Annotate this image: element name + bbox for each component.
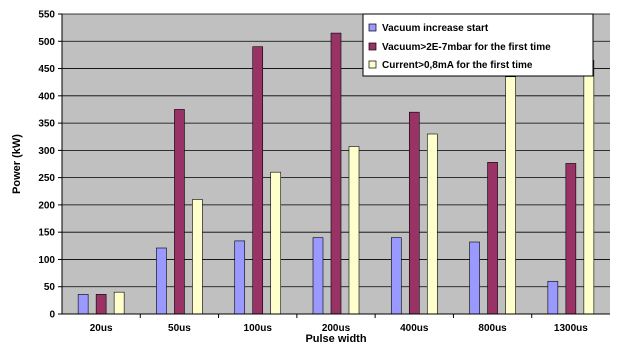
legend-swatch-3 [368,60,377,69]
bar-20us-series-2 [95,294,107,315]
y-tick-label: 400 [38,91,55,102]
y-tick-label: 450 [38,64,55,75]
y-tick-label: 200 [38,200,55,211]
y-tick-label: 300 [38,146,55,157]
y-tick-label: 150 [38,228,55,239]
x-tick-label: 200us [322,323,351,334]
bar-200us-series-2 [330,32,342,315]
bar-20us-series-3 [113,291,125,315]
y-tick-label: 100 [38,255,55,266]
bar-1300us-series-2 [565,163,577,315]
x-tick-label: 1300us [554,323,588,334]
x-tick-label: 100us [244,323,273,334]
bars [77,32,595,315]
bar-100us-series-3 [270,171,282,315]
bar-400us-series-2 [408,111,420,315]
bar-1300us-series-3 [583,60,595,315]
bar-800us-series-1 [469,241,480,315]
y-tick-label: 50 [44,282,56,293]
y-tick-label: 550 [38,10,55,21]
y-tick-label: 250 [38,173,55,184]
x-tick-labels: 20us 50us 100us 200us 400us 800us 1300us [90,314,588,334]
y-tick-label: 0 [49,310,55,321]
bar-100us-series-2 [252,46,264,315]
legend-swatch-1 [368,23,377,32]
x-tick-label: 20us [90,323,113,334]
bar-400us-series-1 [390,237,402,315]
bar-50us-series-1 [156,247,167,315]
x-tick-label: 800us [478,323,507,334]
x-axis-title: Pulse width [305,333,366,345]
bar-400us-series-3 [426,133,438,315]
bar-200us-series-1 [312,237,324,315]
bar-1300us-series-1 [547,280,559,315]
bar-200us-series-3 [348,146,360,315]
bar-800us-series-3 [505,76,516,315]
bar-50us-series-3 [192,199,203,315]
x-tick-label: 400us [400,323,429,334]
bar-800us-series-2 [487,162,498,315]
legend-label-3: Current>0,8mA for the first time [382,60,533,71]
legend-label-1: Vacuum increase start [382,23,489,34]
bar-20us-series-1 [77,294,89,315]
y-tick-label: 500 [38,37,55,48]
legend: Vacuum increase start Vacuum>2E-7mbar fo… [362,13,594,77]
bar-50us-series-2 [174,109,185,315]
legend-label-2: Vacuum>2E-7mbar for the first time [382,42,551,53]
legend-box [362,13,594,77]
y-axis-title: Power (kW) [11,134,23,194]
bar-100us-series-1 [234,240,246,315]
y-tick-labels: 0 50 100 150 200 250 300 350 400 450 500 550 [38,10,62,321]
x-tick-label: 50us [168,323,191,334]
legend-swatch-2 [368,42,377,51]
y-tick-label: 350 [38,119,55,130]
